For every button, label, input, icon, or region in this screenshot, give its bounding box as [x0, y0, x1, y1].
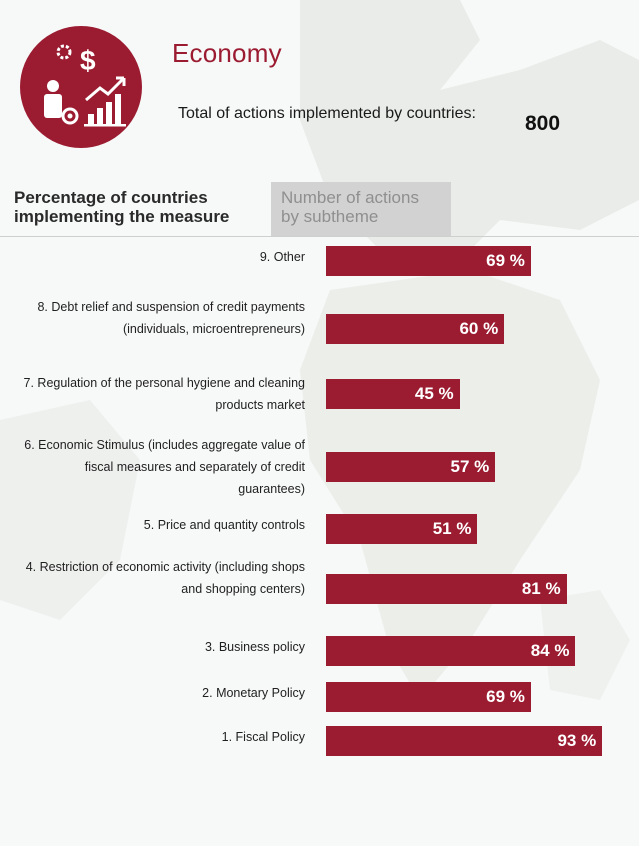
bar[interactable]: 81 %	[326, 574, 567, 604]
total-actions-value: 800	[525, 112, 561, 135]
category-label: 7. Regulation of the personal hygiene an…	[23, 376, 305, 412]
category-label: 1. Fiscal Policy	[221, 730, 305, 744]
tab-number-of-actions[interactable]: Number of actions by subtheme	[271, 182, 451, 236]
bar[interactable]: 69 %	[326, 682, 531, 712]
tab-percentage-of-countries[interactable]: Percentage of countries implementing the…	[0, 182, 271, 236]
bar[interactable]: 84 %	[326, 636, 576, 666]
horizontal-bar-chart: 9. Other 69 % 8. Debt relief and suspensio…	[0, 246, 639, 786]
bar[interactable]: 93 %	[326, 726, 603, 756]
bar[interactable]: 51 %	[326, 514, 478, 544]
category-label: 8. Debt relief and suspension of credit …	[37, 300, 305, 336]
tab-label: Number of actions by subtheme	[281, 188, 419, 226]
bar-value-label: 69 %	[486, 687, 525, 706]
bar-row: 2. Monetary Policy 69 %	[0, 682, 639, 712]
tabs-divider	[0, 236, 639, 237]
category-label: 4. Restriction of economic activity (inc…	[25, 560, 305, 596]
bar-row: 7. Regulation of the personal hygiene an…	[0, 372, 639, 416]
bar-value-label: 45 %	[414, 384, 454, 403]
bar[interactable]: 45 %	[326, 379, 460, 409]
bar-value-label: 69 %	[486, 251, 525, 270]
category-label: 2. Monetary Policy	[202, 686, 305, 700]
tab-label: Percentage of countries implementing the…	[14, 188, 230, 226]
category-label: 5. Price and quantity controls	[143, 518, 305, 532]
economy-theme-logo: $	[20, 26, 142, 148]
bar-value-label: 60 %	[459, 319, 499, 338]
svg-text:$: $	[80, 45, 96, 76]
category-label: 3. Business policy	[204, 640, 305, 654]
bar-row: 6. Economic Stimulus (includes aggregate…	[0, 434, 639, 500]
bar-row: 4. Restriction of economic activity (inc…	[0, 556, 639, 622]
category-label: 6. Economic Stimulus (includes aggregate…	[24, 438, 305, 496]
page-title: Economy	[172, 38, 282, 68]
bar-value-label: 93 %	[557, 731, 597, 750]
bar-row: 8. Debt relief and suspension of credit …	[0, 296, 639, 362]
bar-value-label: 84 %	[530, 641, 570, 660]
category-label: 9. Other	[259, 250, 305, 264]
bar-row: 5. Price and quantity controls 51 %	[0, 514, 639, 544]
bar-row: 1. Fiscal Policy 93 %	[0, 726, 639, 756]
bar-value-label: 51 %	[432, 519, 472, 538]
bar-value-label: 81 %	[521, 579, 561, 598]
total-actions-label: Total of actions implemented by countrie…	[178, 105, 476, 122]
bar[interactable]: 60 %	[326, 314, 505, 344]
bar-row: 3. Business policy 84 %	[0, 636, 639, 666]
bar-value-label: 57 %	[450, 457, 490, 476]
bar-row: 9. Other 69 %	[0, 246, 639, 276]
bar[interactable]: 57 %	[326, 452, 496, 482]
bar[interactable]: 69 %	[326, 246, 531, 276]
